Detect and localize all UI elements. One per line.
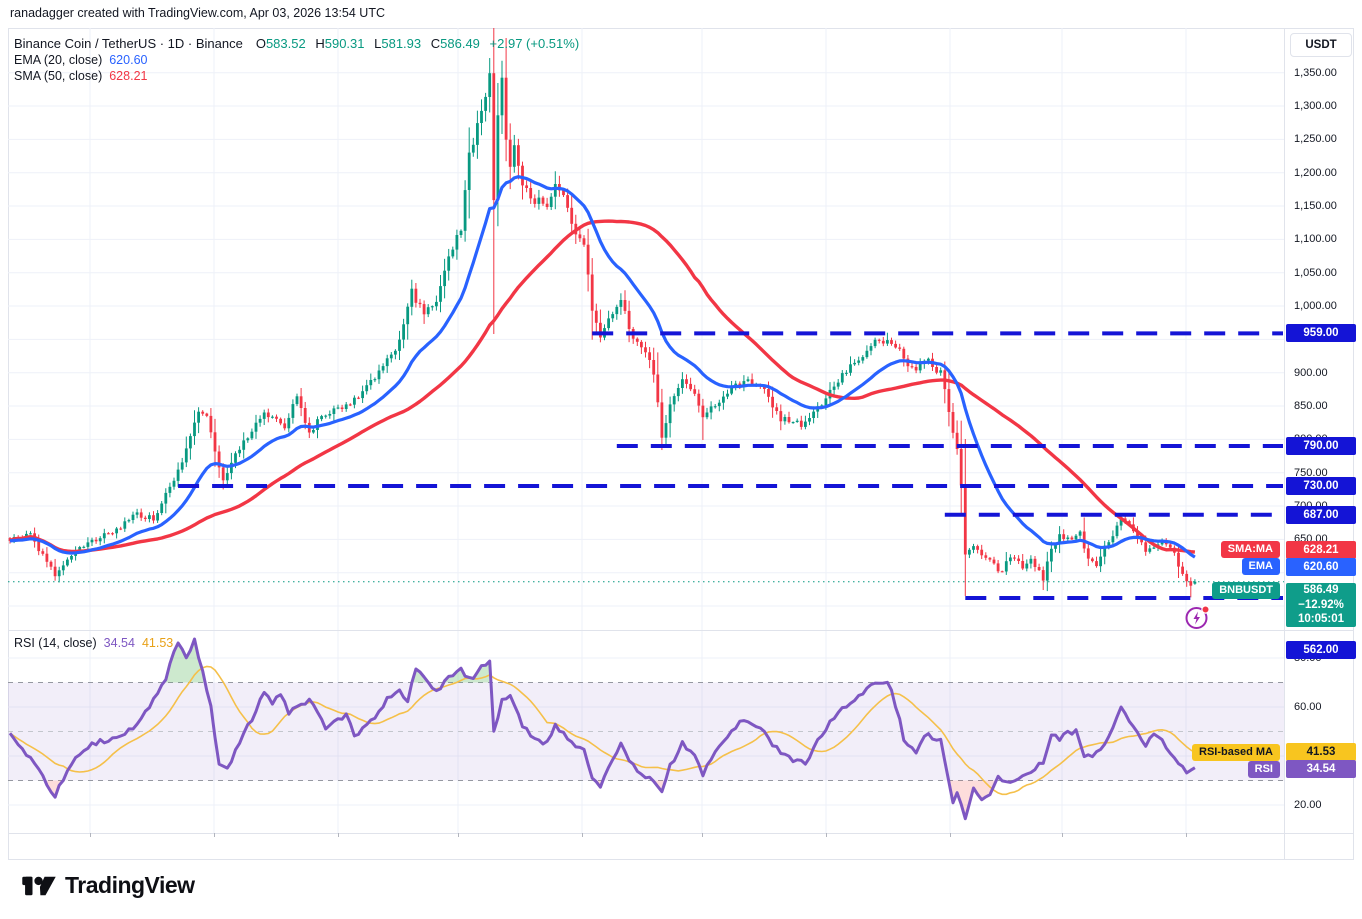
sma-line: [9, 219, 1196, 554]
time-tick: [458, 833, 459, 837]
time-tick: [1186, 833, 1187, 837]
change-value: +2.97 (+0.51%): [489, 36, 580, 51]
ema-value: 620.60: [109, 53, 148, 67]
axis-divider: [1284, 28, 1285, 860]
time-axis-pane[interactable]: JulAugSepOctNovDec2026FebMarApr: [8, 833, 1284, 860]
symbol-title: Binance Coin / TetherUS · 1D · Binance: [14, 36, 243, 51]
time-tick: [950, 833, 951, 837]
time-tick: [582, 833, 583, 837]
rsi-tick: 60.00: [1294, 701, 1322, 713]
price-tick: 1,000.00: [1294, 300, 1337, 313]
currency-toggle-button[interactable]: USDT: [1290, 33, 1352, 57]
price-axis-pane[interactable]: 1,350.00 1,300.00 1,250.00 1,200.00 1,150.00…: [1285, 28, 1362, 659]
rsi-ma-value: 41.53: [141, 636, 174, 650]
time-tick: [826, 833, 827, 837]
time-tick: [214, 833, 215, 837]
rsi-value-label: 34.54: [1286, 760, 1356, 779]
last-price-value: 586.49: [1303, 584, 1339, 596]
time-tick: [1062, 833, 1063, 837]
rsi-tick: 20.00: [1294, 799, 1322, 811]
price-tick: 1,050.00: [1294, 266, 1337, 279]
time-tick: [338, 833, 339, 837]
attribution-text: ranadagger created with TradingView.com,…: [10, 6, 385, 20]
time-tick: [90, 833, 91, 837]
symbol-legend[interactable]: Binance Coin / TetherUS · 1D · Binance O…: [14, 36, 579, 51]
rsi-legend[interactable]: RSI (14, close) 34.54 41.53: [14, 636, 174, 650]
bar-countdown: 10:05:01: [1297, 613, 1345, 626]
rsi-value: 34.54: [103, 636, 135, 650]
tradingview-logo-text: TradingView: [65, 872, 195, 898]
candles-group: [8, 28, 1197, 598]
price-tick: 900.00: [1294, 366, 1328, 379]
rsi-pane: [8, 637, 1284, 821]
price-tick: 1,100.00: [1294, 233, 1337, 246]
symbol-axis-tag: BNBUSDT: [1212, 582, 1280, 599]
level-price-label: 730.00: [1286, 477, 1356, 496]
flash-event-icon[interactable]: [1184, 604, 1211, 631]
price-tick: 1,350.00: [1294, 66, 1337, 79]
time-tick: [702, 833, 703, 837]
support-resistance-lines: [178, 331, 1283, 601]
level-price-label: 790.00: [1286, 437, 1356, 456]
pane-divider[interactable]: [8, 630, 1354, 631]
sma-price-label: 628.21: [1286, 541, 1356, 559]
price-tick: 1,300.00: [1294, 100, 1337, 113]
ema-line: [9, 175, 1196, 559]
xaxis-divider: [8, 833, 1354, 834]
lightning-bolt-icon: [1193, 611, 1200, 625]
last-price-label: 586.49 −12.92% 10:05:01: [1286, 583, 1356, 627]
price-tick: 1,150.00: [1294, 200, 1337, 213]
tradingview-logo[interactable]: TradingView: [22, 872, 195, 899]
ema-axis-tag: EMA: [1241, 558, 1280, 575]
tradingview-logo-icon: [22, 876, 56, 895]
ema-price-label: 620.60: [1286, 558, 1356, 576]
price-tick: 850.00: [1294, 400, 1328, 413]
sma-value: 628.21: [109, 69, 148, 83]
rsi-ma-axis-tag: RSI-based MA: [1192, 744, 1280, 761]
rsi-line: [8, 637, 1196, 821]
change-percent-value: −12.92%: [1298, 598, 1344, 611]
price-tick: 750.00: [1294, 466, 1328, 479]
price-tick: 1,250.00: [1294, 133, 1337, 146]
level-price-label: 562.00: [1286, 641, 1356, 659]
rsi-axis-tag: RSI: [1247, 761, 1280, 778]
rsi-ma-line: [9, 665, 1196, 796]
grid: [8, 28, 1284, 833]
level-price-label: 687.00: [1286, 505, 1356, 524]
notification-dot: [1201, 605, 1210, 614]
chart-canvas[interactable]: [8, 28, 1284, 833]
ohlc-values: O583.52 H590.31 L581.93 C586.49 +2.97 (+…: [255, 36, 580, 51]
rsi-ma-value-label: 41.53: [1286, 743, 1356, 762]
sma-axis-tag: SMA:MA: [1220, 541, 1280, 558]
sma-legend[interactable]: SMA (50, close) 628.21: [14, 69, 148, 83]
ema-legend[interactable]: EMA (20, close) 620.60: [14, 53, 148, 67]
level-price-label: 959.00: [1286, 324, 1356, 343]
price-tick: 1,200.00: [1294, 166, 1337, 179]
